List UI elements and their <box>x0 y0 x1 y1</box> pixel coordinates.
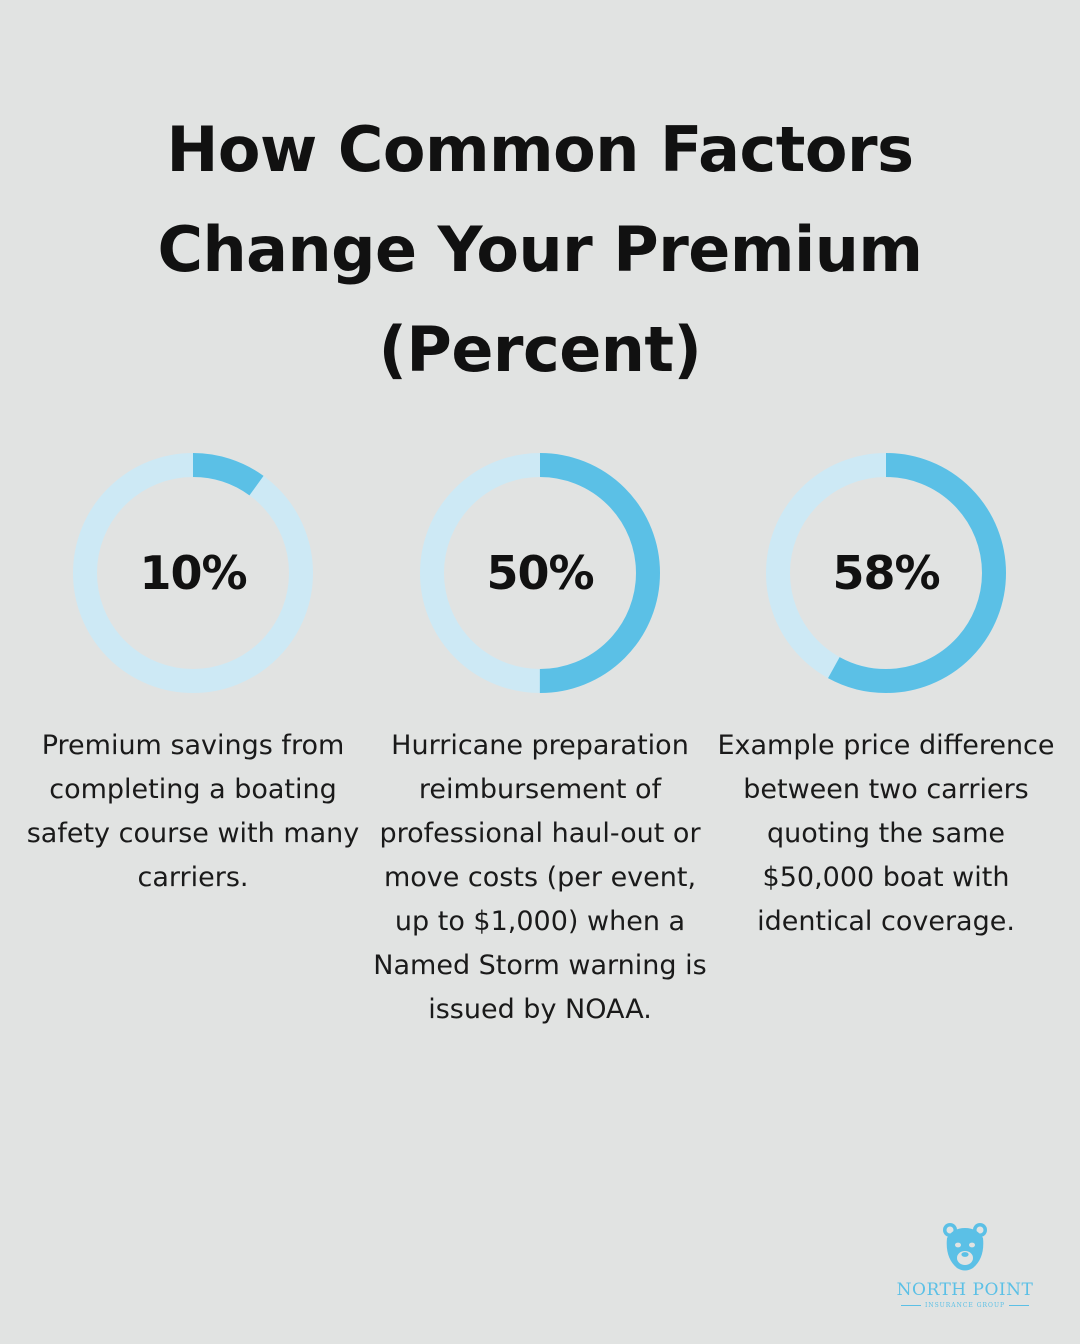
donut-ring: 50% <box>419 452 661 694</box>
donut-ring: 10% <box>72 452 314 694</box>
stat-description: Hurricane preparation reimbursement of p… <box>373 730 707 1025</box>
stat-value: 50% <box>486 546 594 600</box>
stat-item: 50% Hurricane preparation reimbursement … <box>367 452 713 1032</box>
donut-ring: 58% <box>765 452 1007 694</box>
donut-chart <box>420 453 660 693</box>
stat-item: 58% Example price difference between two… <box>713 452 1059 944</box>
stat-description: Premium savings from completing a boatin… <box>26 730 360 893</box>
chart-title: How Common Factors Change Your Premium (… <box>157 113 923 386</box>
stat-value: 58% <box>832 546 940 600</box>
ring-fill <box>73 453 313 693</box>
donut-chart <box>766 453 1006 693</box>
stat-item: 10% Premium savings from completing a bo… <box>20 452 366 900</box>
stat-value: 10% <box>139 546 247 600</box>
brand-logo: NORTH POINT INSURANCE GROUP <box>886 1218 1044 1309</box>
ring-fill <box>766 453 1006 693</box>
ring-fill <box>420 453 660 693</box>
logo-name: NORTH POINT <box>896 1280 1034 1300</box>
bear-icon <box>943 1223 987 1271</box>
donut-chart <box>73 453 313 693</box>
stat-description: Example price difference between two car… <box>717 730 1055 937</box>
logo-subtitle: INSURANCE GROUP <box>886 1302 1044 1309</box>
